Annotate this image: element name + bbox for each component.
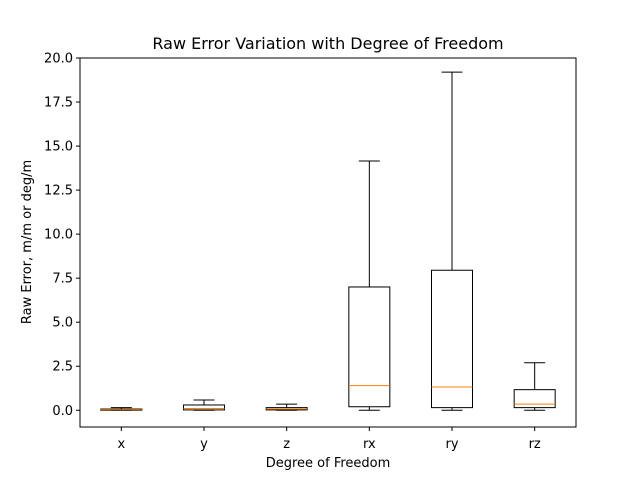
y-tick-label: 20.0: [44, 52, 73, 67]
box-iqr: [348, 286, 391, 408]
y-tick-label: 12.5: [44, 184, 73, 199]
box-ry: [431, 71, 473, 411]
y-tick-label: 17.5: [44, 96, 73, 111]
y-tick-label: 0.0: [52, 404, 73, 419]
box-iqr: [183, 404, 225, 411]
y-axis: 0.0 2.5 5.0 7.5 10.0 12.5 15.0 17.5 20.0: [44, 52, 80, 419]
x-tick-label: x: [117, 437, 125, 452]
x-tick-label: z: [283, 437, 290, 452]
plot-area: [100, 71, 556, 411]
box-rz: [513, 362, 556, 411]
box-iqr: [513, 389, 556, 409]
y-axis-label: Raw Error, m/m or deg/m: [20, 160, 35, 324]
chart-title: Raw Error Variation with Degree of Freed…: [152, 34, 503, 53]
y-tick-label: 5.0: [52, 316, 73, 331]
box-rx: [348, 160, 391, 411]
box-x: [100, 407, 143, 411]
x-tick-label: ry: [445, 437, 458, 452]
y-tick-label: 15.0: [44, 140, 73, 155]
y-tick-label: 2.5: [52, 360, 73, 375]
x-tick-label: rx: [363, 437, 376, 452]
plot-frame: [79, 57, 577, 428]
box-iqr: [431, 269, 473, 409]
box-z: [265, 403, 308, 411]
x-axis: x y z rx ry rz: [117, 427, 541, 452]
y-tick-label: 10.0: [44, 228, 73, 243]
x-tick-label: y: [200, 437, 208, 452]
x-tick-label: rz: [529, 437, 541, 452]
y-tick-label: 7.5: [52, 272, 73, 287]
x-axis-label: Degree of Freedom: [266, 456, 391, 471]
box-y: [183, 399, 225, 411]
